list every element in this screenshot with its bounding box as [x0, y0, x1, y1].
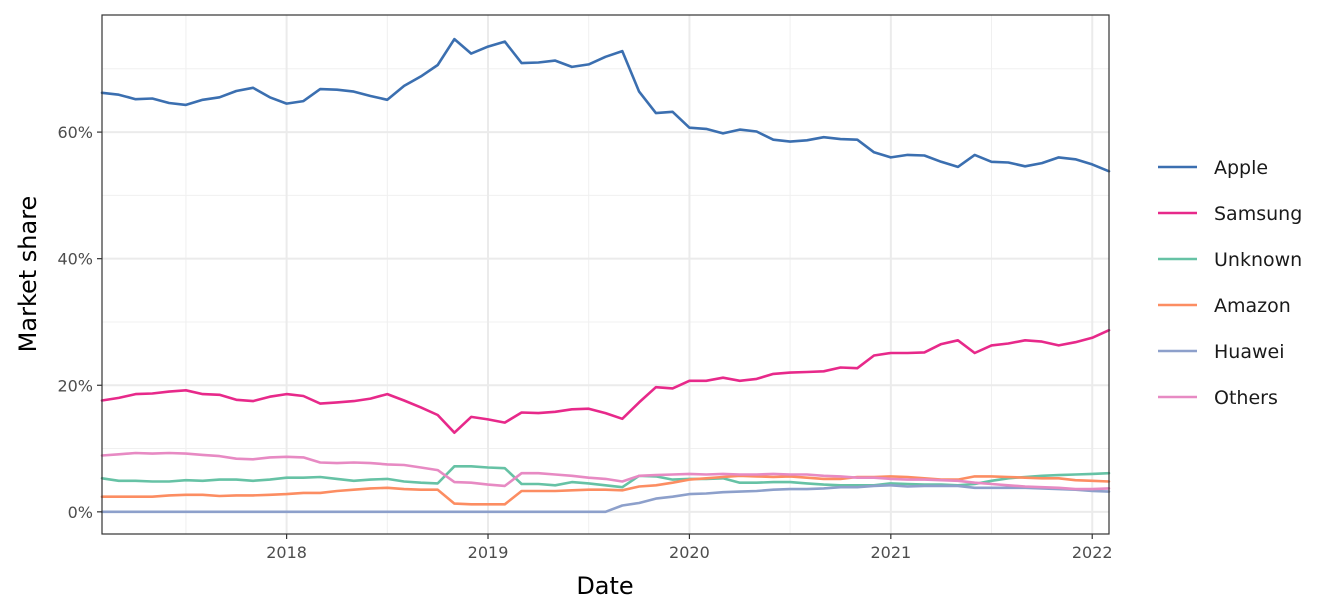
- legend: Apple Samsung Unknown Amazon Huawei Others: [1158, 157, 1302, 409]
- legend-label: Unknown: [1214, 249, 1302, 271]
- legend-item-samsung: Samsung: [1158, 203, 1302, 225]
- y-tick-label: 60%: [57, 123, 93, 142]
- panel-border: [101, 14, 1110, 535]
- y-tick-label: 0%: [68, 503, 93, 522]
- legend-label: Amazon: [1214, 295, 1291, 317]
- series-line-apple: [100, 37, 1111, 173]
- legend-label: Others: [1214, 387, 1278, 409]
- legend-label: Huawei: [1214, 341, 1284, 363]
- legend-label: Samsung: [1214, 203, 1302, 225]
- series-line-samsung: [100, 328, 1111, 435]
- legend-item-unknown: Unknown: [1158, 249, 1302, 271]
- x-tick-label: 2021: [870, 543, 911, 562]
- x-tick-label: 2022: [1072, 543, 1113, 562]
- x-tick-label: 2020: [669, 543, 710, 562]
- legend-item-amazon: Amazon: [1158, 295, 1291, 317]
- x-tick-label: 2018: [266, 543, 307, 562]
- x-axis-title: Date: [576, 572, 633, 600]
- x-tick-label: 2019: [468, 543, 509, 562]
- series-lines: [100, 37, 1111, 514]
- legend-item-apple: Apple: [1158, 157, 1268, 179]
- y-tick-label: 20%: [57, 376, 93, 395]
- x-tick-labels: 2018 2019 2020 2021 2022: [266, 543, 1112, 562]
- series-line-huawei: [100, 483, 1111, 514]
- legend-item-huawei: Huawei: [1158, 341, 1284, 363]
- legend-item-others: Others: [1158, 387, 1278, 409]
- legend-label: Apple: [1214, 157, 1268, 179]
- axis-ticks: [97, 131, 1093, 539]
- y-tick-labels: 0% 20% 40% 60%: [57, 123, 93, 522]
- panel-grid: [102, 15, 1109, 534]
- y-tick-label: 40%: [57, 250, 93, 269]
- y-axis-title: Market share: [14, 196, 42, 353]
- series-line-others: [100, 451, 1111, 491]
